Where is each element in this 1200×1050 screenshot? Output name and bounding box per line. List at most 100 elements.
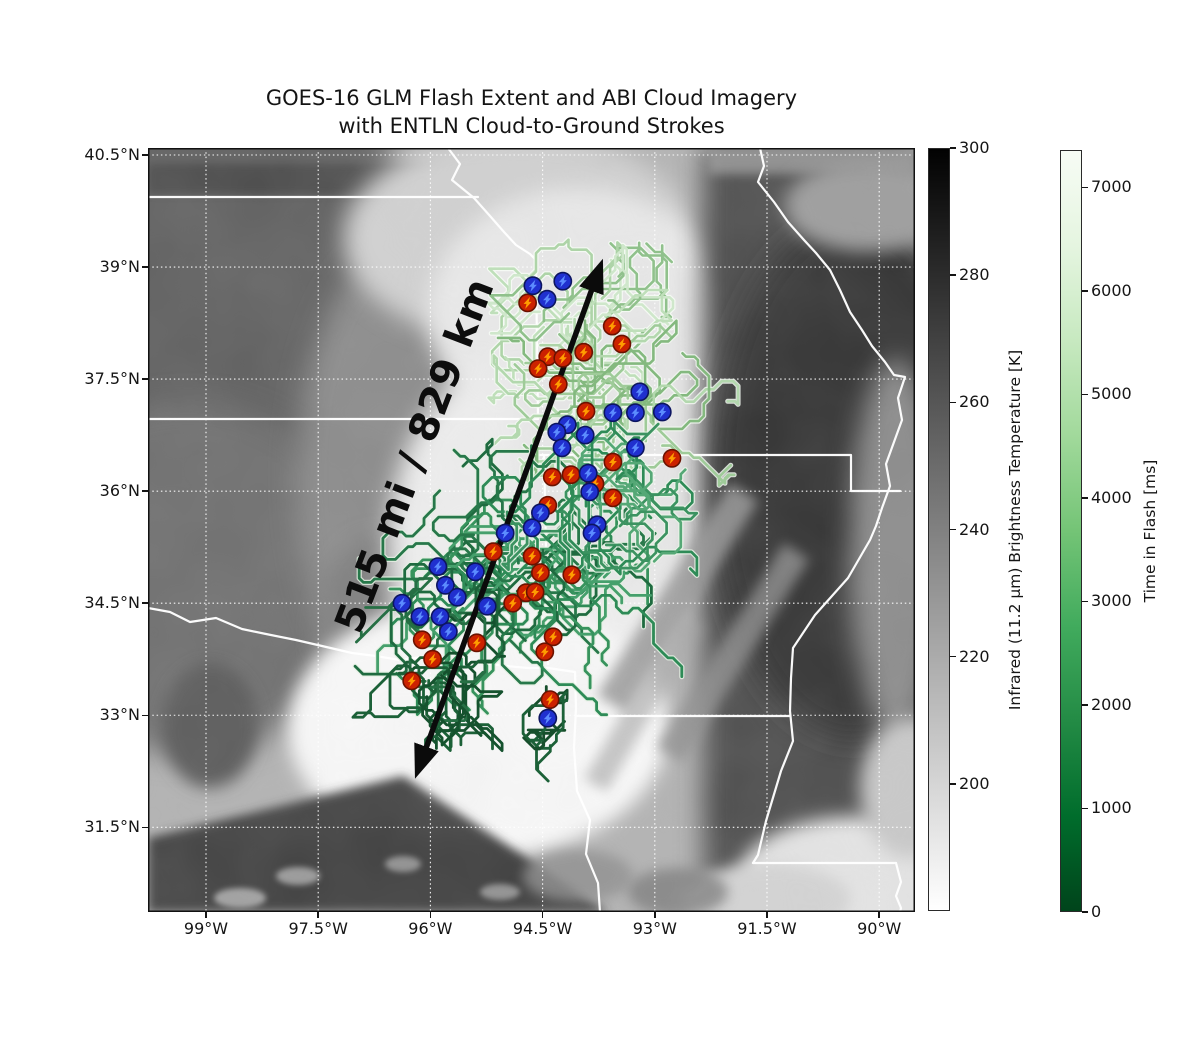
lat-tick-label: 33°N <box>99 705 140 725</box>
lightning-bolt-icon <box>631 406 640 419</box>
chart-title: GOES-16 GLM Flash Extent and ABI Cloud I… <box>148 84 915 140</box>
lat-axis-tick <box>142 378 148 380</box>
cg-stroke-red-marker <box>402 671 422 691</box>
cg-stroke-blue-marker <box>553 271 573 291</box>
cg-stroke-blue-marker <box>522 518 542 538</box>
colorbar-time-tick-label: 7000 <box>1091 177 1132 197</box>
colorbar-time-tick-label: 2000 <box>1091 694 1132 714</box>
cg-stroke-blue-marker <box>428 557 448 577</box>
cg-stroke-blue-marker <box>578 463 598 483</box>
cg-stroke-red-marker <box>423 649 443 669</box>
lat-axis-tick <box>142 602 148 604</box>
cg-stroke-red-marker <box>574 342 594 362</box>
lightning-bolt-icon <box>548 471 557 483</box>
lightning-bolt-icon <box>631 441 640 454</box>
cg-stroke-blue-marker <box>552 438 572 458</box>
colorbar-time <box>1060 150 1082 912</box>
lightning-bolt-icon <box>558 441 566 454</box>
lightning-bolt-icon <box>546 693 555 706</box>
lon-tick-label: 96°W <box>408 919 453 938</box>
lightning-bolt-icon <box>585 485 594 498</box>
cg-stroke-red-marker <box>662 448 682 468</box>
lon-axis-tick <box>205 912 207 918</box>
colorbar-ir-tick-label: 220 <box>959 646 990 666</box>
cg-stroke-red-marker <box>603 488 623 508</box>
cg-stroke-red-marker <box>518 293 538 313</box>
lightning-bolt-icon <box>543 712 552 725</box>
cg-stroke-blue-marker <box>435 575 455 595</box>
lightning-bolt-icon <box>428 653 437 666</box>
lat-axis-tick <box>142 714 148 716</box>
chart-title-line1: GOES-16 GLM Flash Extent and ABI Cloud I… <box>265 86 798 110</box>
colorbar-time-tick <box>1082 911 1088 913</box>
cg-stroke-blue-marker <box>603 403 623 423</box>
cg-stroke-blue-marker <box>495 523 515 543</box>
cg-stroke-red-marker <box>542 467 562 487</box>
cg-stroke-red-marker <box>522 546 542 566</box>
colorbar-ir-tick <box>950 528 956 531</box>
lat-axis-tick <box>142 154 148 156</box>
cg-stroke-blue-marker <box>582 523 602 543</box>
cg-strokes-blue <box>392 271 672 728</box>
cg-stroke-blue-marker <box>465 562 485 582</box>
lon-tick-label: 91.5°W <box>737 919 797 938</box>
cg-stroke-blue-marker <box>630 382 650 402</box>
lightning-bolt-icon <box>471 565 480 578</box>
cg-stroke-red-marker <box>528 359 548 379</box>
cg-stroke-red-marker <box>612 334 632 354</box>
lightning-bolt-icon <box>534 362 543 375</box>
colorbar-ir-tick <box>950 655 956 658</box>
colorbar-ir <box>928 148 950 911</box>
cg-stroke-blue-marker <box>575 425 595 445</box>
cg-stroke-red-marker <box>483 542 503 562</box>
lon-axis-tick <box>317 912 319 918</box>
colorbar-ir-label: Infrared (11.2 μm) Brightness Temperatur… <box>1006 349 1024 711</box>
colorbar-time-tick <box>1082 393 1088 396</box>
lightning-bolt-icon <box>407 674 416 687</box>
colorbar-time-tick-label: 5000 <box>1091 384 1132 404</box>
lon-tick-label: 93°W <box>632 919 677 938</box>
colorbar-ir-tick-label: 280 <box>959 265 990 285</box>
lightning-bolt-icon <box>635 385 644 398</box>
cg-stroke-blue-marker <box>537 289 557 309</box>
lightning-bolt-icon <box>543 499 552 512</box>
lightning-bolt-icon <box>536 566 545 579</box>
lightning-bolt-icon <box>436 610 445 623</box>
colorbar-time-tick-label: 4000 <box>1091 487 1132 507</box>
colorbar-ir-tick <box>950 274 956 276</box>
lightning-bolt-icon <box>472 636 481 649</box>
map-frame <box>148 148 915 912</box>
lightning-bolt-icon <box>591 477 599 490</box>
cg-stroke-blue-marker <box>523 276 543 296</box>
lon-axis-tick <box>766 912 768 918</box>
cg-stroke-red-marker <box>602 316 622 336</box>
cg-stroke-red-marker <box>543 627 563 647</box>
colorbar-time-tick-label: 6000 <box>1091 280 1132 300</box>
lightning-bolt-icon <box>453 591 462 604</box>
lightning-bolt-icon <box>528 279 537 292</box>
lat-axis-tick <box>142 826 148 829</box>
lon-axis-tick <box>878 912 880 918</box>
lightning-bolt-icon <box>549 630 558 643</box>
colorbar-ir-tick-label: 260 <box>959 392 990 412</box>
cg-stroke-red-marker <box>603 452 623 472</box>
cg-stroke-red-marker <box>412 630 432 650</box>
colorbar-ir-tick <box>950 147 956 149</box>
lightning-bolt-icon <box>567 468 575 481</box>
lightning-bolt-icon <box>523 296 532 309</box>
lightning-bolt-icon <box>584 467 593 480</box>
map-content: 515 mi / 829 km <box>148 148 915 912</box>
lat-tick-label: 36°N <box>99 481 140 501</box>
colorbar-time-tick <box>1082 600 1088 603</box>
colorbar-time-tick <box>1082 704 1088 706</box>
colorbar-ir-tick <box>950 401 956 404</box>
lightning-bolt-icon <box>608 406 617 419</box>
cg-stroke-red-marker <box>540 690 560 709</box>
cg-stroke-red-marker <box>503 593 523 613</box>
cg-stroke-blue-marker <box>530 503 550 523</box>
lat-axis-tick <box>142 490 148 492</box>
cg-stroke-blue-marker <box>410 607 430 627</box>
map-svg: 515 mi / 829 km <box>148 148 915 912</box>
lightning-bolt-icon <box>582 405 590 418</box>
lightning-bolt-icon <box>540 645 549 658</box>
